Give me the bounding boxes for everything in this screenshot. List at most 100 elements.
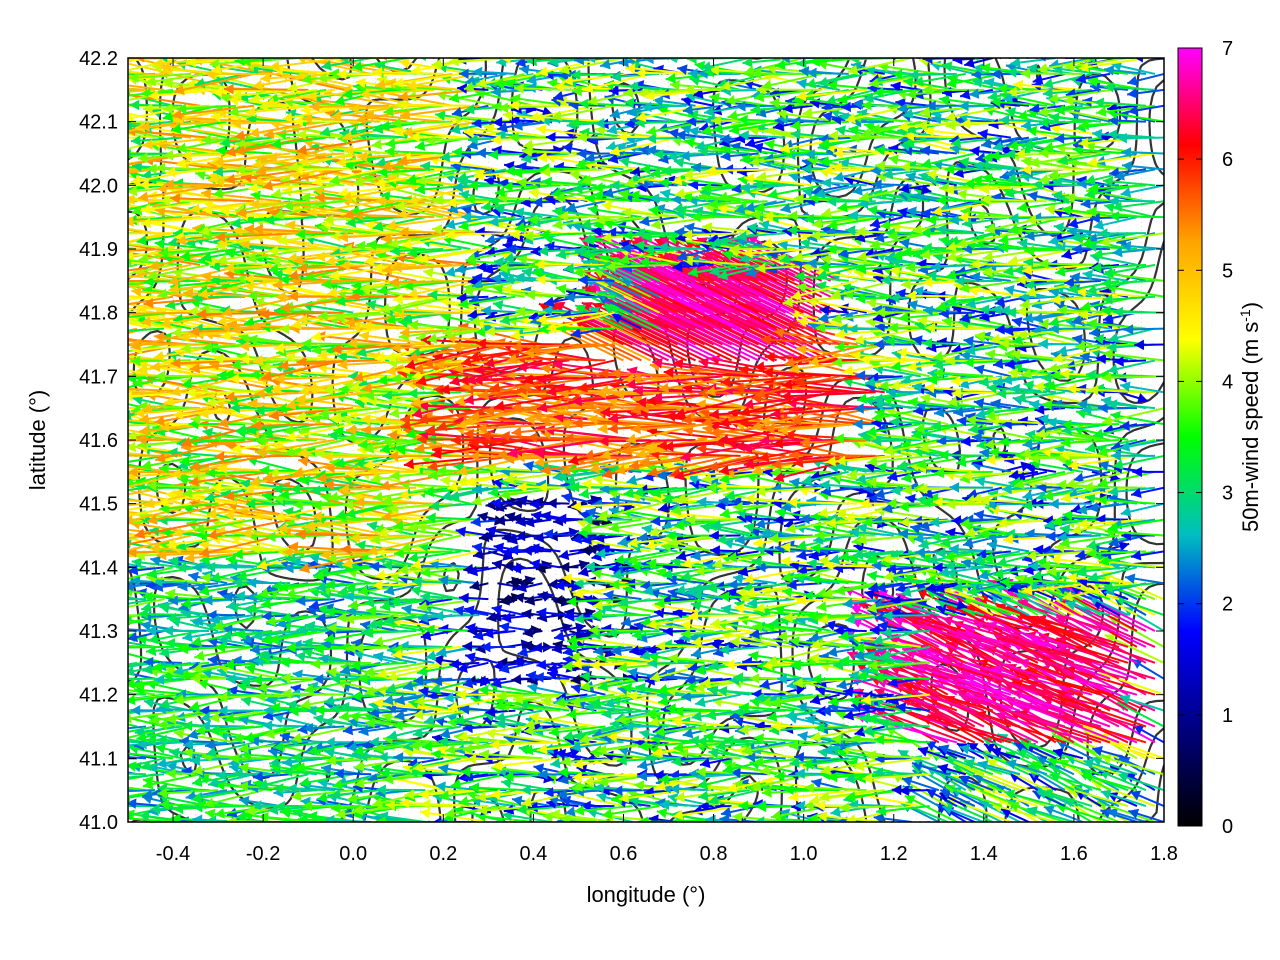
wind-vector-head: [560, 795, 572, 806]
wind-vector-head: [904, 795, 916, 805]
wind-vector-shaft: [128, 805, 129, 807]
wind-vector: [420, 799, 489, 810]
wind-vector-shaft: [128, 662, 129, 664]
wind-vector: [860, 821, 903, 835]
wind-vector: [786, 821, 813, 822]
wind-vector-head: [66, 691, 76, 702]
wind-vector-head: [574, 805, 585, 816]
wind-vector-head: [511, 674, 522, 685]
wind-vector-head: [130, 705, 141, 716]
wind-vector-head: [420, 807, 431, 819]
wind-vector-head: [99, 777, 109, 787]
wind-vector-head: [73, 668, 84, 678]
wind-vector-head: [93, 712, 103, 722]
wind-vector-head: [335, 808, 346, 820]
wind-vector-shaft: [437, 821, 444, 822]
wind-vector: [1026, 806, 1075, 822]
wind-vector-head: [276, 824, 286, 834]
wind-vector-head: [117, 813, 127, 824]
wind-vector-head: [159, 647, 170, 658]
wind-vector-head: [656, 807, 668, 819]
wind-vector: [848, 821, 858, 822]
wind-vector-head: [107, 663, 117, 673]
wind-vector: [73, 662, 129, 678]
wind-vector-shaft: [671, 720, 741, 728]
wind-vector-shaft: [128, 726, 129, 728]
wind-vector: [276, 821, 327, 834]
wind-vector-head: [601, 808, 613, 820]
wind-vector-head: [749, 673, 760, 684]
wind-vector-shaft: [442, 821, 453, 822]
wind-vector: [106, 801, 156, 812]
wind-vector-shaft: [675, 821, 687, 822]
wind-vector: [392, 821, 444, 834]
wind-vector-head: [92, 782, 102, 793]
wind-vector-head: [261, 824, 271, 834]
wind-vector-head: [115, 707, 125, 718]
wind-vector-head: [83, 734, 93, 744]
wind-vector: [128, 805, 129, 807]
wind-vector-shaft: [128, 789, 129, 791]
wind-vector-head: [508, 818, 514, 822]
wind-vector: [302, 800, 363, 812]
wind-vector-shaft: [916, 821, 921, 822]
wind-vector-head: [560, 814, 571, 822]
wind-vector: [128, 646, 129, 648]
wind-vector: [239, 821, 246, 822]
wind-vector-head: [869, 827, 880, 837]
wind-vector-head: [444, 808, 456, 819]
wind-vector: [405, 821, 453, 822]
wind-vector-head: [808, 813, 819, 822]
wind-vector-head: [96, 730, 106, 740]
wind-vector-head: [159, 799, 170, 810]
wind-vector-shaft: [574, 805, 633, 813]
wind-vector-head: [110, 647, 121, 657]
wind-vector-head: [310, 658, 321, 670]
wind-vector-head: [324, 814, 335, 822]
wind-vector-shaft: [538, 821, 543, 822]
wind-vector-head: [479, 822, 489, 832]
wind-vector-shaft: [239, 821, 246, 822]
wind-vector-head: [65, 627, 75, 638]
wind-vector: [261, 821, 309, 834]
wind-vector-head: [732, 811, 743, 822]
wind-vector-head: [78, 710, 88, 720]
wind-vector-head: [511, 795, 523, 807]
wind-vector-head: [1027, 806, 1038, 817]
wind-vector-head: [392, 824, 402, 834]
wind-vector-shaft: [699, 821, 705, 822]
wind-vector-head: [150, 825, 160, 835]
wind-vector-head: [1128, 808, 1140, 819]
wind-vector: [491, 604, 525, 617]
wind-vector-head: [797, 731, 808, 742]
wind-vector-head: [477, 805, 488, 816]
wind-vector-head: [275, 800, 286, 812]
wind-vector-shaft: [517, 821, 525, 822]
wind-vector-head: [571, 683, 582, 694]
wind-vector-head: [105, 724, 115, 734]
wind-vector-head: [106, 801, 116, 812]
wind-vector-head: [194, 650, 205, 661]
wind-vector-shaft: [466, 757, 534, 761]
wind-vector-shaft: [128, 772, 147, 776]
wind-vector-shaft: [807, 821, 813, 822]
wind-vector-head: [637, 759, 648, 771]
wind-vector-head: [98, 594, 108, 605]
wind-vector-shaft: [302, 821, 309, 822]
wind-vector-head: [108, 710, 119, 720]
wind-vector-shaft: [601, 805, 660, 817]
wind-vector: [699, 821, 705, 822]
wind-vector-head: [420, 799, 431, 810]
wind-vector: [868, 821, 894, 822]
wind-vector-head: [690, 600, 702, 612]
wind-vector-head: [1000, 808, 1012, 818]
wind-vector-head: [448, 825, 459, 835]
wind-vector-head: [375, 816, 386, 822]
wind-vector: [83, 734, 129, 744]
wind-vector: [279, 805, 336, 817]
wind-vector-shaft: [898, 821, 903, 822]
wind-vector: [117, 813, 174, 824]
wind-vector-head: [860, 825, 871, 835]
wind-vector-head: [521, 608, 532, 620]
